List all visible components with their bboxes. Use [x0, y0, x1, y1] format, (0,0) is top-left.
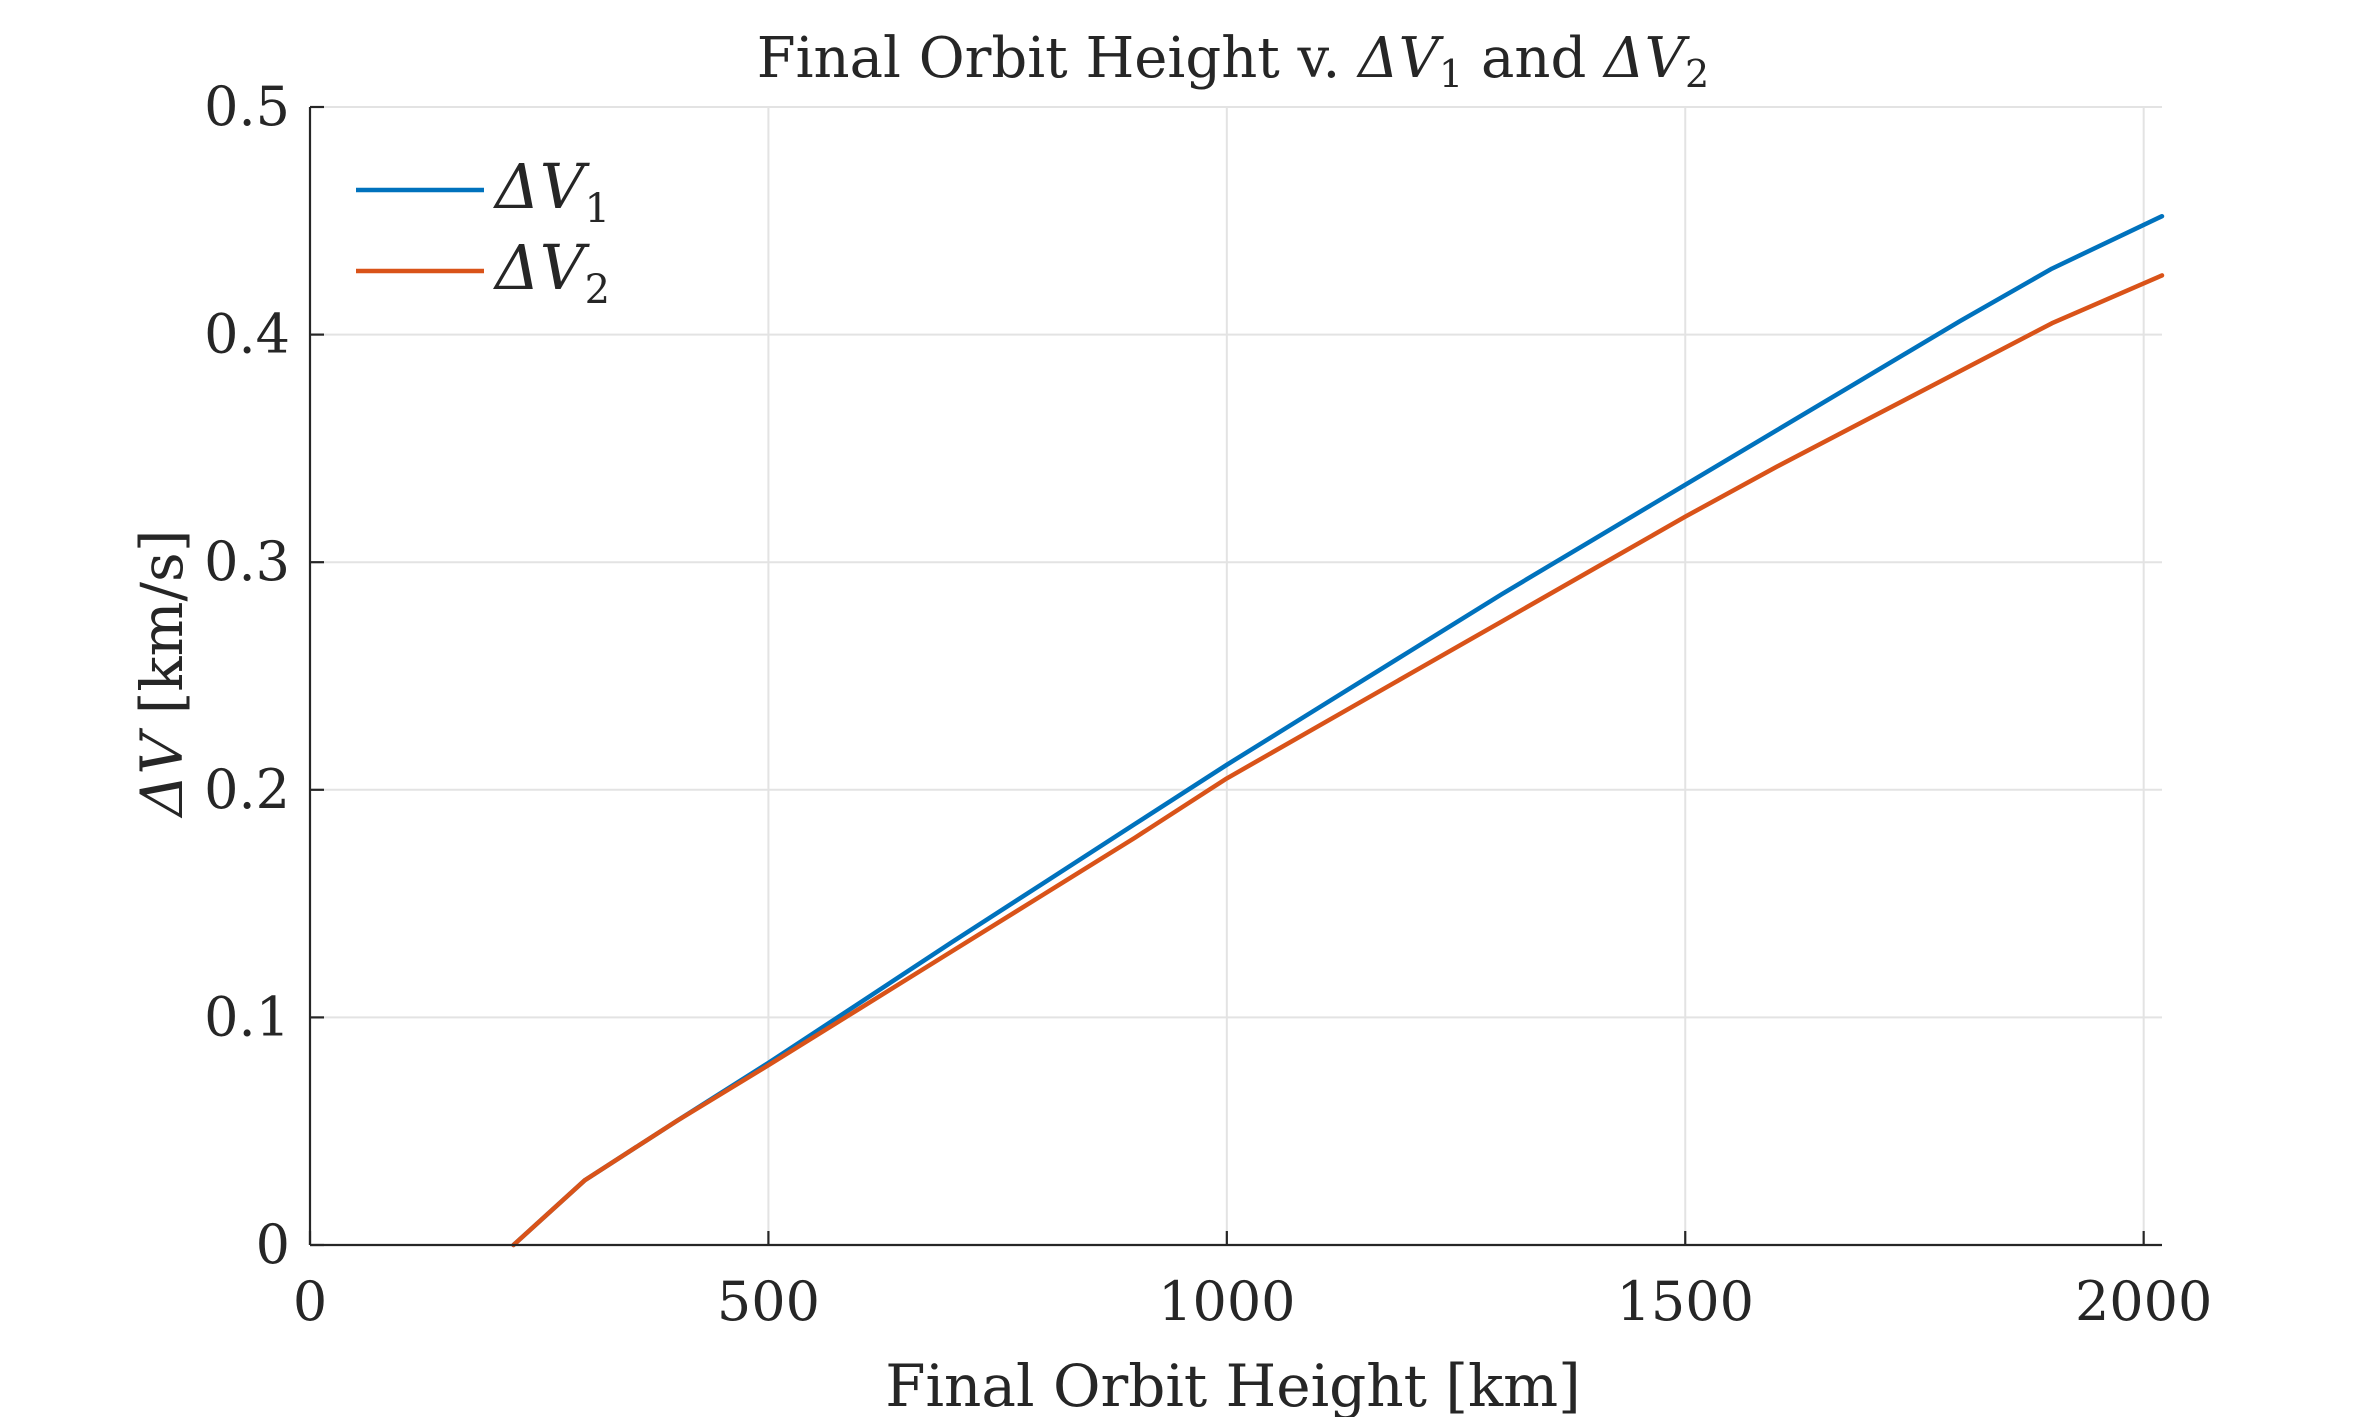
chart-title-sym1: ΔV [1356, 26, 1444, 91]
chart-title: Final Orbit Height v. ΔV1 and ΔV2 [757, 26, 1709, 96]
chart-title-mid: and [1463, 26, 1604, 91]
y-axis-label-unit: [km/s] [128, 530, 196, 733]
y-tick-label-3: 0.3 [204, 530, 290, 593]
y-axis-label: ΔV [km/s] [128, 530, 196, 819]
x-tick-label-4: 2000 [2075, 1270, 2212, 1333]
y-tick-label-0: 0 [256, 1213, 290, 1276]
legend-label-series-1-sub: 1 [585, 186, 610, 232]
y-tick-label-4: 0.4 [204, 303, 290, 366]
legend-label-series-1-base: ΔV [493, 150, 591, 223]
tick-labels: 0 500 1000 1500 2000 0 0.1 0.2 0.3 0.4 0.5 [204, 75, 2212, 1333]
series-line-1 [511, 213, 2165, 1248]
y-tick-label-1: 0.1 [204, 985, 290, 1048]
grid-lines [310, 106, 2162, 1245]
x-axis-label: Final Orbit Height [km] [885, 1352, 1581, 1417]
x-tick-label-2: 1000 [1158, 1270, 1295, 1333]
y-tick-label-5: 0.5 [204, 75, 290, 138]
chart-title-sym2: ΔV [1602, 26, 1690, 91]
legend-label-series-1: ΔV1 [493, 150, 610, 232]
x-tick-label-0: 0 [293, 1270, 327, 1333]
x-tick-label-3: 1500 [1617, 1270, 1754, 1333]
series-line-2 [511, 273, 2165, 1248]
legend-label-series-2: ΔV2 [493, 231, 610, 313]
legend-label-series-2-base: ΔV [493, 231, 591, 304]
y-axis-label-symbol: ΔV [128, 728, 196, 819]
chart-title-sub1: 1 [1439, 52, 1463, 96]
chart-title-sub2: 2 [1685, 52, 1709, 96]
axes [308, 105, 2162, 1247]
chart-title-prefix: Final Orbit Height v. [757, 26, 1358, 91]
y-tick-label-2: 0.2 [204, 758, 290, 821]
series-lines [511, 213, 2165, 1248]
x-tick-label-1: 500 [717, 1270, 820, 1333]
legend-label-series-2-sub: 2 [585, 267, 610, 313]
legend: ΔV1 ΔV2 [356, 150, 610, 313]
